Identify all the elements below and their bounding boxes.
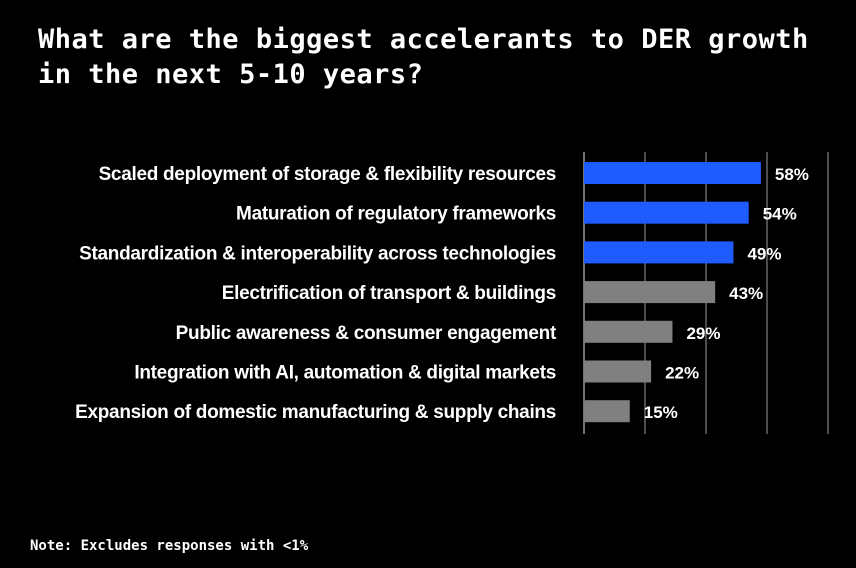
bar bbox=[584, 360, 652, 383]
bars bbox=[584, 162, 761, 423]
category-label: Public awareness & consumer engagement bbox=[176, 323, 557, 344]
bar bbox=[584, 241, 734, 264]
value-label: 29% bbox=[686, 324, 720, 343]
category-label: Scaled deployment of storage & flexibili… bbox=[99, 164, 556, 185]
bar bbox=[584, 201, 749, 224]
value-label: 49% bbox=[747, 244, 781, 263]
footnote: Note: Excludes responses with <1% bbox=[30, 538, 309, 554]
bar bbox=[584, 400, 630, 423]
value-label: 58% bbox=[775, 165, 809, 184]
chart-title: What are the biggest accelerants to DER … bbox=[38, 24, 809, 90]
value-label: 15% bbox=[644, 403, 678, 422]
bar bbox=[584, 281, 716, 304]
value-label: 43% bbox=[729, 284, 763, 303]
value-label: 22% bbox=[665, 364, 699, 383]
category-label: Electrification of transport & buildings bbox=[222, 283, 556, 304]
category-labels: Scaled deployment of storage & flexibili… bbox=[75, 164, 557, 423]
value-label: 54% bbox=[763, 205, 797, 224]
category-label: Integration with AI, automation & digita… bbox=[134, 363, 556, 384]
bar bbox=[584, 320, 673, 343]
category-label: Standardization & interoperability acros… bbox=[79, 243, 556, 264]
category-label: Expansion of domestic manufacturing & su… bbox=[75, 402, 556, 423]
value-labels: 58% 54% 49% 43% 29% 22% 15% bbox=[644, 165, 809, 422]
bar bbox=[584, 162, 761, 184]
bar-chart: Scaled deployment of storage & flexibili… bbox=[75, 152, 829, 434]
category-label: Maturation of regulatory frameworks bbox=[236, 204, 556, 225]
